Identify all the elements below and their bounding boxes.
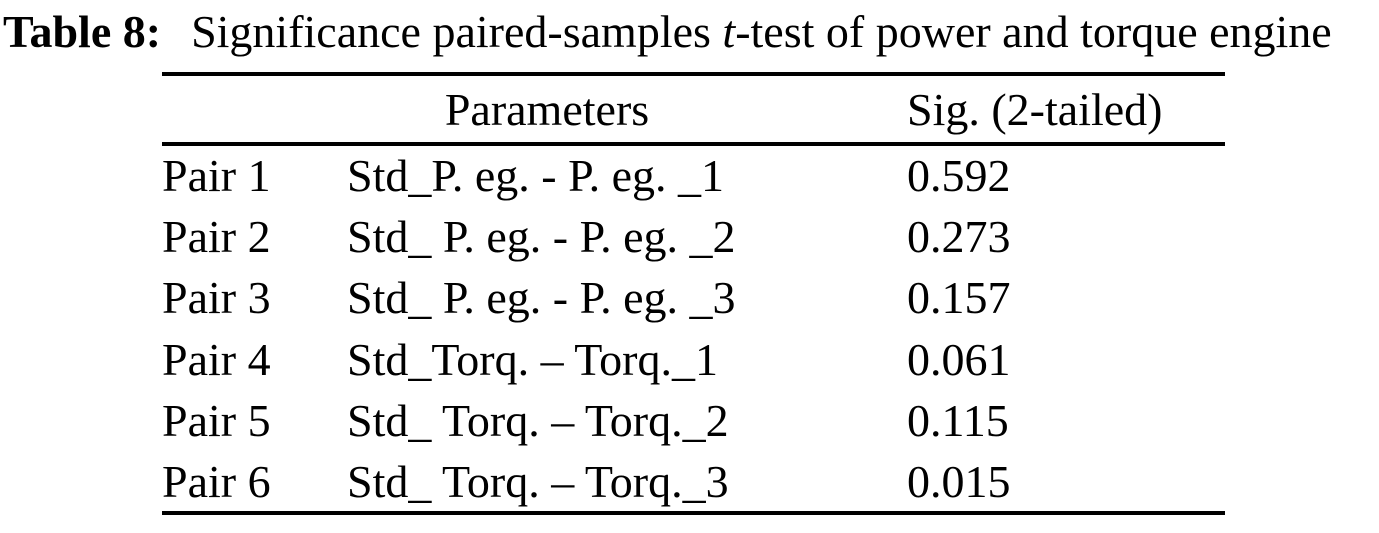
caption-italic-term: t	[722, 6, 736, 57]
table-row: Pair 2 Std_ P. eg. - P. eg. _2 0.273	[162, 206, 1225, 268]
cell-sig: 0.061	[907, 333, 1011, 385]
table-row: Pair 1 Std_P. eg. - P. eg. _1 0.592	[162, 144, 1225, 206]
cell-pair: Pair 5	[162, 395, 271, 447]
caption-label: Table 8:	[3, 6, 162, 57]
cell-parameters: Std_ P. eg. - P. eg. _3	[347, 272, 736, 324]
cell-sig: 0.273	[907, 210, 1011, 262]
table-row: Pair 3 Std_ P. eg. - P. eg. _3 0.157	[162, 267, 1225, 329]
cell-pair: Pair 3	[162, 272, 271, 324]
column-header-pair	[162, 74, 347, 144]
header-row: Parameters Sig. (2-tailed)	[162, 74, 1225, 144]
cell-sig: 0.015	[907, 455, 1011, 507]
cell-parameters: Std_Torq. – Torq._1	[347, 333, 718, 385]
cell-parameters: Std_ Torq. – Torq._2	[347, 395, 729, 447]
column-header-parameters: Parameters	[444, 83, 650, 135]
significance-table: Parameters Sig. (2-tailed) Pair 1 Std_P.…	[162, 72, 1225, 515]
cell-parameters: Std_ P. eg. - P. eg. _2	[347, 210, 736, 262]
table-caption: Table 8: Significance paired-samples t-te…	[3, 4, 1332, 59]
cell-sig: 0.115	[907, 395, 1009, 447]
caption-text: Significance paired-samples	[191, 6, 723, 57]
table-row: Pair 4 Std_Torq. – Torq._1 0.061	[162, 329, 1225, 391]
cell-pair: Pair 1	[162, 150, 271, 202]
cell-parameters: Std_ Torq. – Torq._3	[347, 455, 729, 507]
cell-pair: Pair 2	[162, 210, 271, 262]
cell-pair: Pair 4	[162, 333, 271, 385]
cell-sig: 0.157	[907, 272, 1011, 324]
table-row: Pair 5 Std_ Torq. – Torq._2 0.115	[162, 390, 1225, 452]
cell-parameters: Std_P. eg. - P. eg. _1	[347, 150, 724, 202]
cell-pair: Pair 6	[162, 455, 271, 507]
cell-sig: 0.592	[907, 150, 1011, 202]
caption-text-after: -test of power and torque engine	[735, 6, 1332, 57]
column-header-sig: Sig. (2-tailed)	[907, 83, 1163, 135]
table-row: Pair 6 Std_ Torq. – Torq._3 0.015	[162, 452, 1225, 514]
